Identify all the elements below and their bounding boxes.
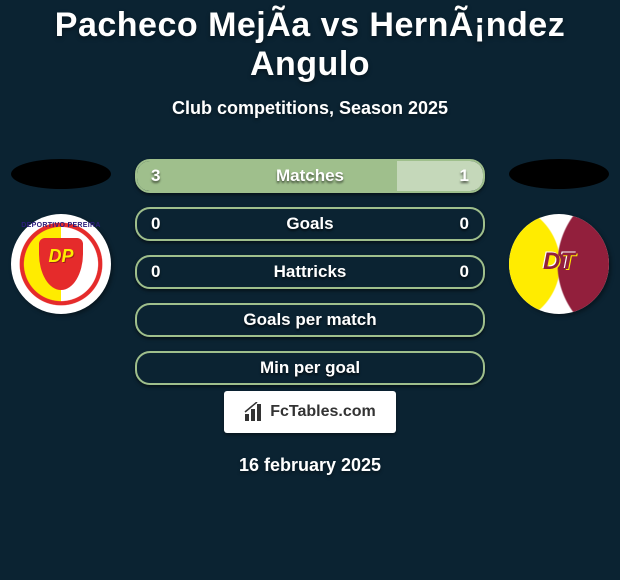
comparison-content: DEPORTIVO PEREIRA DP DT 31Matches 00Goals… xyxy=(0,159,620,379)
team-logo-left-shield: DP xyxy=(39,238,83,290)
stat-row: 31Matches xyxy=(135,159,485,193)
stat-label: Goals xyxy=(137,209,483,239)
stat-row: 00Goals xyxy=(135,207,485,241)
avatar-shadow xyxy=(11,159,111,189)
subtitle: Club competitions, Season 2025 xyxy=(0,98,620,119)
stat-bars: 31Matches 00Goals 00Hattricks Goals per mat… xyxy=(135,159,485,385)
watermark-text: FcTables.com xyxy=(270,403,376,421)
watermark-bold: Tables xyxy=(289,403,339,420)
team-logo-left: DEPORTIVO PEREIRA DP xyxy=(11,214,111,314)
stat-label: Hattricks xyxy=(137,257,483,287)
avatar-shadow xyxy=(509,159,609,189)
watermark-prefix: Fc xyxy=(270,403,289,420)
stat-row: Min per goal xyxy=(135,351,485,385)
stat-label: Goals per match xyxy=(137,305,483,335)
stat-label: Matches xyxy=(137,161,483,191)
date-label: 16 february 2025 xyxy=(0,455,620,476)
player-left-side: DEPORTIVO PEREIRA DP xyxy=(6,159,116,379)
watermark-suffix: .com xyxy=(338,403,375,420)
page-title: Pacheco MejÃ­a vs HernÃ¡ndez Angulo xyxy=(0,0,620,84)
team-logo-left-arc: DEPORTIVO PEREIRA xyxy=(11,222,111,229)
player-right-side: DT xyxy=(504,159,614,379)
stat-label: Min per goal xyxy=(137,353,483,383)
chart-icon xyxy=(244,402,266,422)
team-logo-left-initials: DP xyxy=(39,238,83,267)
stat-row: 00Hattricks xyxy=(135,255,485,289)
team-logo-right-initials: DT xyxy=(509,248,609,276)
stat-row: Goals per match xyxy=(135,303,485,337)
team-logo-right: DT xyxy=(509,214,609,314)
watermark: FcTables.com xyxy=(224,391,396,433)
